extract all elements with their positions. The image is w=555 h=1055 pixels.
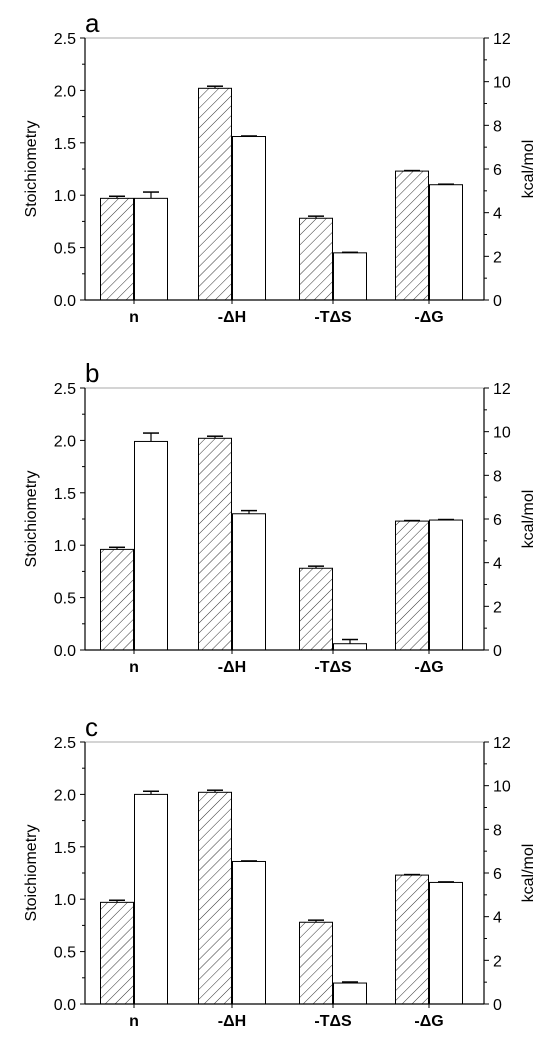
right-tick-label: 10 [493,425,511,442]
white-bar-1 [232,136,266,301]
y-axis-title: Stoichiometry [23,121,40,218]
left-tick-label: 2.0 [54,787,76,804]
hatched-bar-2 [299,921,333,1005]
white-bar-0 [134,197,168,301]
hatched-bar-3 [395,874,429,1005]
hatched-bar-0 [100,548,134,651]
right-tick-label: 12 [493,31,511,48]
hatched-bar-2 [299,567,333,651]
chart-panel-b: 0.0 0.5 1.0 1.5 2.0 2.5 0 2 4 6 8 10 12 n -ΔH -TΔS -ΔG St… [23,358,537,676]
panel-label: b [85,358,99,388]
right-tick-label: 2 [493,599,502,616]
category-label: -ΔG [414,1013,443,1030]
white-bar-2 [333,982,367,1005]
hatched-bar-2 [299,217,333,301]
y-axis-title: Stoichiometry [23,471,40,568]
right-tick-label: 6 [493,162,502,179]
hatched-bar-1 [198,791,232,1005]
panel-label: a [85,8,100,38]
hatched-bar-1 [198,87,232,301]
right-tick-label: 4 [493,556,502,573]
right-tick-label: 6 [493,866,502,883]
left-tick-label: 2.5 [54,735,76,752]
y2-axis-title: kcal/mol [520,140,537,199]
right-tick-label: 0 [493,997,502,1014]
white-bar-3 [429,881,463,1005]
category-label: -ΔH [218,1013,246,1030]
right-tick-label: 10 [493,75,511,92]
right-tick-label: 6 [493,512,502,529]
right-tick-label: 0 [493,643,502,660]
right-tick-label: 8 [493,822,502,839]
white-bar-1 [232,513,266,651]
left-tick-label: 0.0 [54,643,76,660]
white-bar-3 [429,519,463,651]
left-tick-label: 1.5 [54,136,76,153]
left-tick-label: 1.0 [54,892,76,909]
hatched-bar-3 [395,520,429,651]
right-tick-label: 8 [493,468,502,485]
y2-axis-title: kcal/mol [520,490,537,549]
white-bar-0 [134,440,168,651]
y-axis-title: Stoichiometry [23,825,40,922]
left-tick-label: 0.0 [54,293,76,310]
left-tick-label: 0.0 [54,997,76,1014]
left-tick-label: 0.5 [54,945,76,962]
right-tick-label: 0 [493,293,502,310]
category-label: n [129,309,139,326]
category-label: -ΔH [218,659,246,676]
right-tick-label: 4 [493,206,502,223]
category-label: n [129,1013,139,1030]
right-tick-label: 8 [493,118,502,135]
category-label: -TΔS [314,659,352,676]
right-tick-label: 4 [493,910,502,927]
white-bar-3 [429,184,463,301]
white-bar-1 [232,860,266,1005]
category-label: -ΔG [414,659,443,676]
left-tick-label: 2.5 [54,381,76,398]
left-tick-label: 1.0 [54,188,76,205]
left-tick-label: 1.5 [54,486,76,503]
hatched-bar-0 [100,901,134,1005]
right-tick-label: 12 [493,381,511,398]
panel-label: c [85,712,98,742]
right-tick-label: 2 [493,249,502,266]
category-label: -ΔG [414,309,443,326]
chart-panel-c: 0.0 0.5 1.0 1.5 2.0 2.5 0 2 4 6 8 10 12 n -ΔH -TΔS -ΔG St… [23,712,537,1030]
left-tick-label: 2.0 [54,83,76,100]
y2-axis-title: kcal/mol [520,844,537,903]
category-label: n [129,659,139,676]
left-tick-label: 1.5 [54,840,76,857]
category-label: -TΔS [314,309,352,326]
left-tick-label: 0.5 [54,591,76,608]
hatched-bar-1 [198,437,232,651]
chart-panel-a: 0.0 0.5 1.0 1.5 2.0 2.5 0 2 4 6 8 10 12 n -ΔH -TΔS -ΔG St… [23,8,537,326]
hatched-bar-0 [100,197,134,301]
left-tick-label: 1.0 [54,538,76,555]
right-tick-label: 10 [493,779,511,796]
white-bar-2 [333,643,367,651]
hatched-bar-3 [395,170,429,301]
category-label: -TΔS [314,1013,352,1030]
right-tick-label: 2 [493,953,502,970]
white-bar-2 [333,252,367,301]
category-label: -ΔH [218,309,246,326]
left-tick-label: 2.0 [54,433,76,450]
left-tick-label: 2.5 [54,31,76,48]
left-tick-label: 0.5 [54,241,76,258]
right-tick-label: 12 [493,735,511,752]
white-bar-0 [134,793,168,1005]
